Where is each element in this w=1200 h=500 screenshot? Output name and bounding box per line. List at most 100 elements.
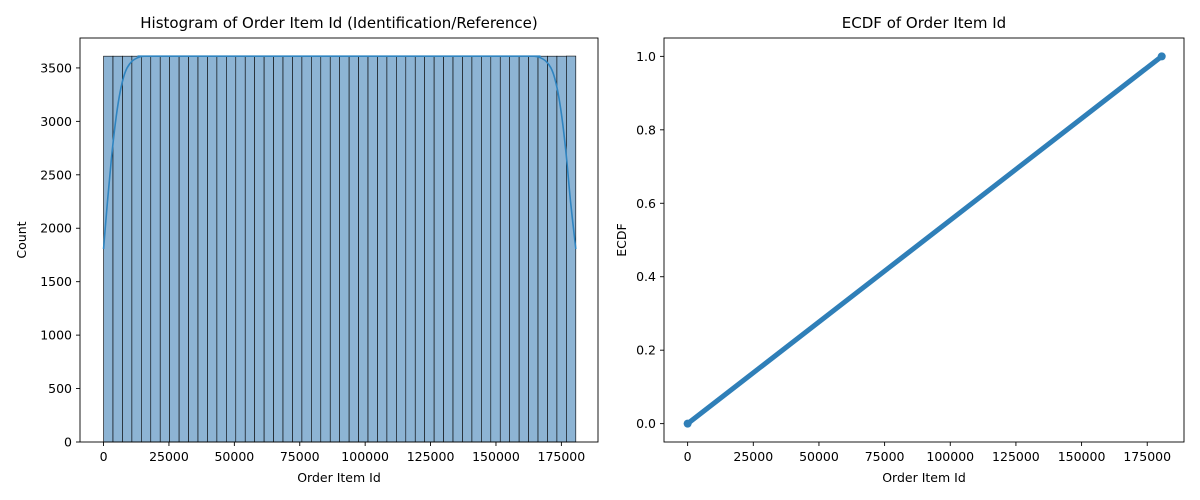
histogram-bar [462,55,473,443]
histogram-bar [329,55,340,443]
histogram-bar [263,55,274,443]
histogram-bar [537,55,548,443]
histogram-x-axis-label: Order Item Id [297,470,381,485]
histogram-x-ticks: 0 25000 50000 75000 100000 125000 150000 175000 [100,442,586,464]
ecdf-panel: ECDF of Order Item Id 0 25000 50000 75000 10… [614,14,1185,485]
histogram-bar [169,55,180,443]
ecdf-title: ECDF of Order Item Id [842,14,1006,32]
x-tick-label: 100000 [341,449,389,464]
y-tick-label: 500 [48,381,72,396]
x-tick-label: 0 [684,449,692,464]
y-tick-label: 0.0 [636,416,656,431]
histogram-bar [311,55,322,443]
histogram-bar [235,55,246,443]
histogram-bar [499,55,510,443]
histogram-bar [122,55,133,443]
histogram-bar [282,55,293,443]
ecdf-point [1157,52,1166,61]
histogram-bar [452,55,463,443]
y-tick-label: 3500 [40,60,72,75]
x-tick-label: 100000 [926,449,974,464]
x-tick-label: 175000 [1123,449,1171,464]
histogram-bar [188,55,199,443]
histogram-bar [367,55,378,443]
histogram-bar [112,55,123,443]
ecdf-points [685,53,1165,427]
histogram-panel: Histogram of Order Item Id (Identificati… [14,14,599,485]
y-tick-label: 2500 [40,167,72,182]
histogram-bar [159,55,170,443]
ecdf-x-axis-label: Order Item Id [882,470,966,485]
y-tick-label: 2000 [40,221,72,236]
histogram-bar [197,55,208,443]
histogram-bar [320,55,331,443]
ecdf-end-points [683,52,1166,428]
histogram-bar [339,55,350,443]
histogram-bar [518,55,529,443]
histogram-bar [471,55,482,443]
histogram-bar [433,55,444,443]
y-tick-label: 1.0 [636,49,656,64]
histogram-bar [150,55,161,443]
histogram-bar [292,55,303,443]
histogram-bar [103,55,114,443]
kde-line [102,55,577,250]
ecdf-plot-frame [663,37,1185,443]
y-tick-label: 0 [64,435,72,450]
y-tick-label: 0.4 [636,269,656,284]
x-tick-label: 75000 [280,449,320,464]
histogram-bar [348,55,359,443]
x-tick-label: 50000 [799,449,839,464]
x-tick-label: 75000 [865,449,905,464]
histogram-bar [396,55,407,443]
histogram-bar [509,55,520,443]
histogram-title: Histogram of Order Item Id (Identificati… [140,14,537,32]
histogram-bar [490,55,501,443]
histogram-bar [528,55,539,443]
x-tick-label: 150000 [472,449,520,464]
histogram-y-ticks: 0 500 1000 1500 2000 2500 3000 3500 [40,60,80,450]
x-tick-label: 50000 [214,449,254,464]
x-tick-label: 125000 [407,449,455,464]
histogram-bar [405,55,416,443]
ecdf-y-ticks: 0.0 0.2 0.4 0.6 0.8 1.0 [636,49,664,431]
x-tick-label: 0 [100,449,108,464]
histogram-bar [254,55,265,443]
histogram-plot-frame [79,37,599,443]
histogram-bar [273,55,284,443]
histogram-bar [424,55,435,443]
histogram-bar [178,55,189,443]
ecdf-y-axis-label: ECDF [614,223,629,256]
histogram-bar [141,55,152,443]
x-tick-label: 25000 [149,449,189,464]
y-tick-label: 0.2 [636,343,656,358]
histogram-bar [216,55,227,443]
histogram-bars [103,55,577,443]
y-tick-label: 3000 [40,114,72,129]
ecdf-x-ticks: 0 25000 50000 75000 100000 125000 150000 175000 [684,442,1171,464]
histogram-bar [244,55,255,443]
y-tick-label: 0.6 [636,196,656,211]
x-tick-label: 25000 [733,449,773,464]
histogram-bar [358,55,369,443]
histogram-bar [566,55,577,443]
histogram-bar [481,55,492,443]
histogram-bar [207,55,218,443]
histogram-bar [377,55,388,443]
histogram-bar [414,55,425,443]
histogram-bar [131,55,142,443]
x-tick-label: 125000 [992,449,1040,464]
y-tick-label: 0.8 [636,122,656,137]
histogram-bar [226,55,237,443]
y-tick-label: 1500 [40,274,72,289]
x-tick-label: 150000 [1058,449,1106,464]
histogram-bar [386,55,397,443]
histogram-bar [547,55,558,443]
histogram-y-axis-label: Count [14,221,29,258]
y-tick-label: 1000 [40,328,72,343]
histogram-bar [301,55,312,443]
histogram-bar [443,55,454,443]
x-tick-label: 175000 [538,449,586,464]
ecdf-point [683,419,692,428]
